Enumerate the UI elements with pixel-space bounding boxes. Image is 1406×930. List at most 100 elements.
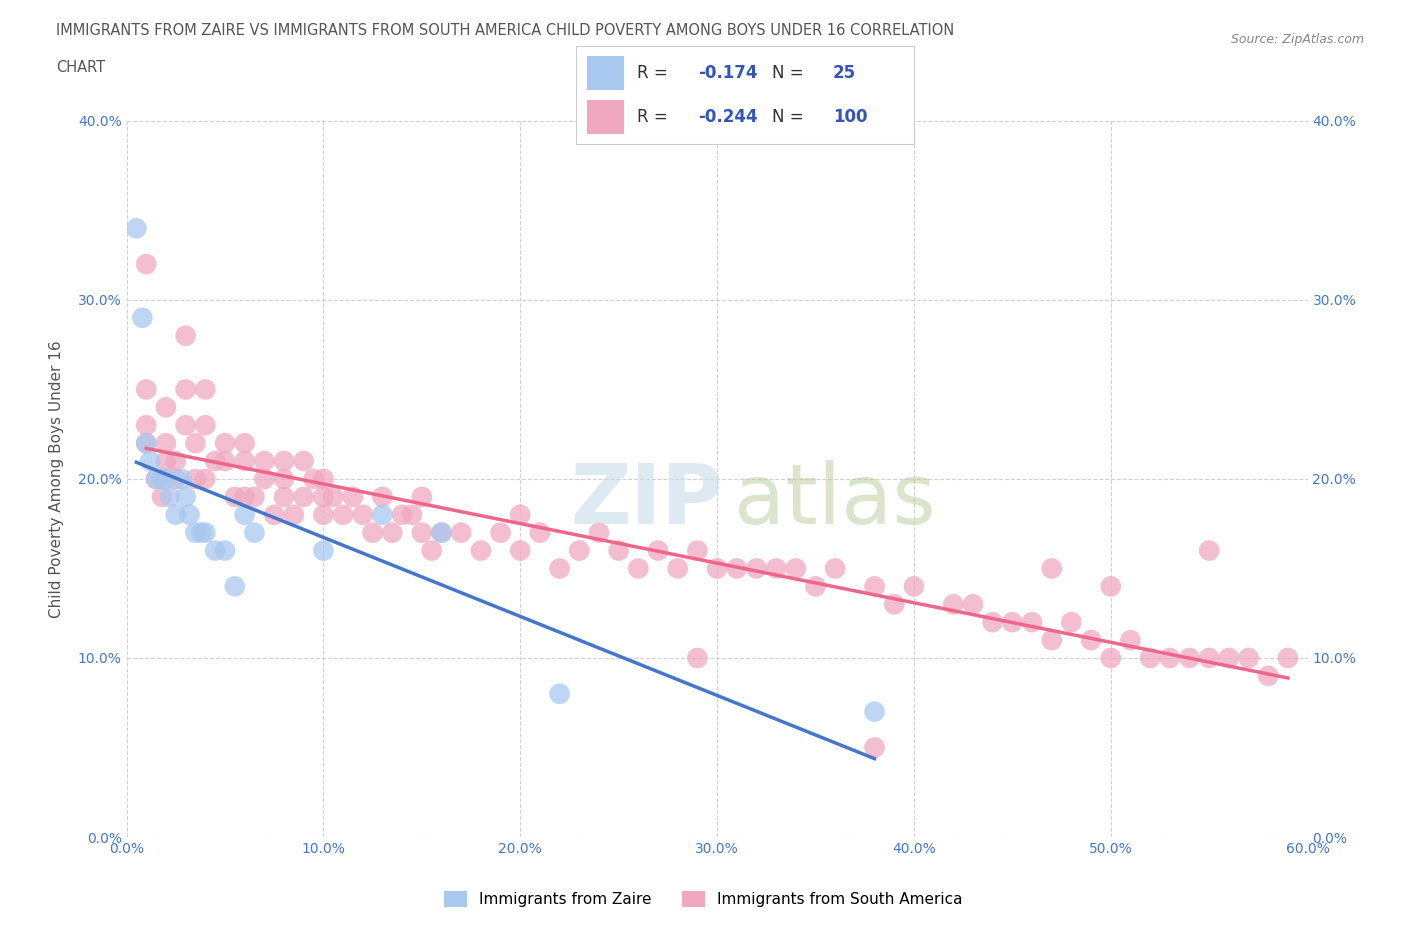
Point (263, 508, 285, 523)
Point (1040, 561, 1063, 576)
Point (159, 489, 181, 504)
Point (401, 508, 423, 523)
Point (666, 561, 689, 576)
Point (190, 525, 212, 540)
Text: 25: 25 (832, 64, 856, 83)
Point (1099, 578, 1122, 593)
Point (391, 508, 413, 523)
Point (1237, 651, 1260, 666)
Point (292, 454, 315, 469)
Point (165, 472, 187, 486)
Point (204, 543, 226, 558)
Point (607, 543, 630, 558)
Point (371, 508, 394, 523)
Point (322, 489, 344, 504)
Point (371, 489, 394, 504)
Point (224, 489, 246, 504)
Text: R =: R = (637, 108, 673, 126)
Point (165, 454, 187, 469)
Point (214, 435, 236, 451)
Text: IMMIGRANTS FROM ZAIRE VS IMMIGRANTS FROM SOUTH AMERICA CHILD POVERTY AMONG BOYS : IMMIGRANTS FROM ZAIRE VS IMMIGRANTS FROM… (56, 23, 955, 38)
Point (194, 472, 217, 486)
Point (824, 561, 846, 576)
Point (233, 454, 256, 469)
Point (174, 382, 197, 397)
Point (184, 472, 207, 486)
Point (243, 489, 266, 504)
Point (135, 257, 157, 272)
Point (253, 472, 276, 486)
Point (529, 525, 551, 540)
Point (942, 597, 965, 612)
Point (312, 543, 335, 558)
Point (155, 400, 177, 415)
Point (145, 472, 167, 486)
Point (131, 311, 153, 325)
Point (155, 435, 177, 451)
Text: -0.174: -0.174 (697, 64, 758, 83)
Point (273, 489, 295, 504)
Point (332, 508, 354, 523)
Point (1001, 615, 1024, 630)
Point (686, 543, 709, 558)
Text: atlas: atlas (734, 460, 936, 541)
Point (706, 561, 728, 576)
Point (170, 472, 193, 486)
Point (302, 472, 325, 486)
Point (150, 489, 173, 504)
Point (785, 561, 807, 576)
Point (1099, 651, 1122, 666)
Text: N =: N = (772, 64, 808, 83)
Point (135, 382, 157, 397)
Point (1119, 632, 1142, 647)
Point (150, 472, 173, 486)
Text: 100: 100 (832, 108, 868, 126)
Point (647, 543, 669, 558)
Point (863, 578, 886, 593)
Point (361, 525, 384, 540)
Point (509, 543, 531, 558)
Point (411, 489, 433, 504)
Point (243, 525, 266, 540)
Text: N =: N = (772, 108, 808, 126)
Text: R =: R = (637, 64, 673, 83)
Point (745, 561, 768, 576)
Point (292, 489, 315, 504)
Point (509, 508, 531, 523)
Point (253, 454, 276, 469)
Point (135, 418, 157, 432)
Point (125, 220, 148, 235)
Point (863, 740, 886, 755)
Point (155, 454, 177, 469)
Point (489, 525, 512, 540)
Point (174, 328, 197, 343)
Point (903, 578, 925, 593)
Point (548, 686, 571, 701)
Point (470, 543, 492, 558)
FancyBboxPatch shape (586, 56, 624, 90)
Point (165, 508, 187, 523)
Point (233, 489, 256, 504)
Point (1040, 632, 1063, 647)
Point (381, 525, 404, 540)
Point (352, 508, 374, 523)
Point (145, 472, 167, 486)
Point (214, 454, 236, 469)
Point (686, 651, 709, 666)
Point (1139, 651, 1161, 666)
Point (1277, 651, 1299, 666)
Point (411, 525, 433, 540)
Y-axis label: Child Poverty Among Boys Under 16: Child Poverty Among Boys Under 16 (49, 340, 63, 618)
Point (1060, 615, 1083, 630)
Point (312, 472, 335, 486)
Point (1198, 543, 1220, 558)
Point (224, 578, 246, 593)
Point (430, 525, 453, 540)
Point (430, 525, 453, 540)
Point (568, 543, 591, 558)
Point (962, 597, 984, 612)
Point (273, 454, 295, 469)
Point (863, 704, 886, 719)
Point (184, 525, 207, 540)
Point (139, 454, 162, 469)
